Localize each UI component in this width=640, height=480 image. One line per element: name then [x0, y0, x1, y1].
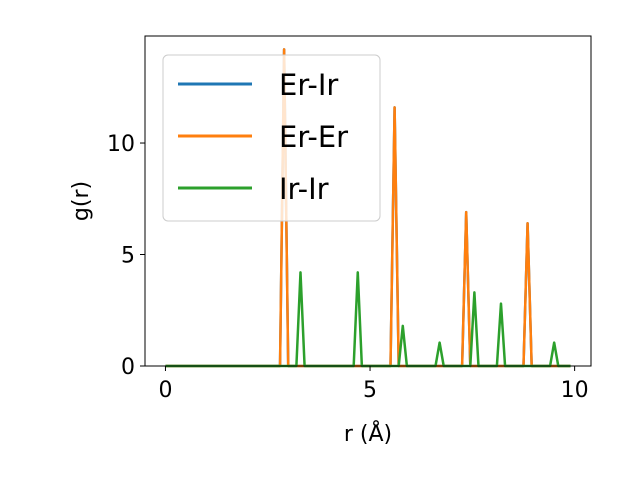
- x-tick-label: 5: [363, 378, 377, 403]
- y-axis-label: g(r): [69, 181, 94, 221]
- x-axis-ticks: 0 5 10: [158, 366, 589, 403]
- y-tick-label: 5: [121, 244, 135, 269]
- x-tick-label: 10: [561, 378, 589, 403]
- legend-box: [162, 54, 381, 222]
- y-axis-ticks: 0 5 10: [107, 132, 145, 380]
- legend-label-er-er: Er-Er: [279, 120, 348, 154]
- x-axis-label: r (Å): [344, 420, 392, 447]
- y-tick-label: 10: [107, 132, 135, 157]
- legend: Er-Ir Er-Er Ir-Ir: [162, 54, 381, 222]
- plot-frame: [144, 35, 592, 367]
- legend-label-ir-ir: Ir-Ir: [279, 172, 329, 206]
- y-tick-label: 0: [121, 355, 135, 380]
- x-tick-label: 0: [158, 378, 172, 403]
- legend-label-er-ir: Er-Ir: [279, 68, 338, 102]
